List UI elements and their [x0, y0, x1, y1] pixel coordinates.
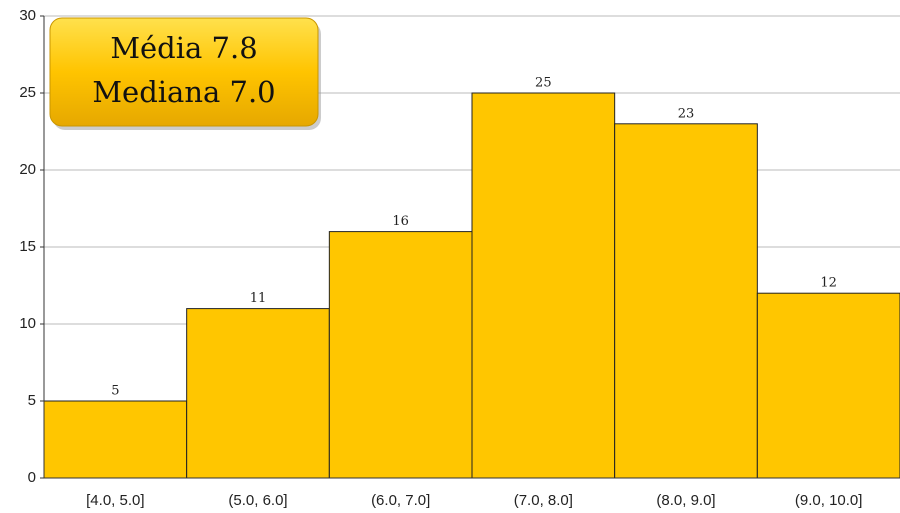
bar — [756, 292, 900, 479]
value-label: 25 — [535, 76, 552, 91]
y-tick-label: 15 — [19, 238, 36, 255]
value-label: 16 — [392, 214, 409, 229]
annotation-text: Média 7.8 — [110, 31, 257, 65]
bar — [614, 123, 758, 479]
value-label: 12 — [820, 276, 837, 291]
annotation-background — [49, 17, 319, 127]
x-tick-label: (6.0, 7.0] — [371, 492, 430, 509]
annotation-box: Média 7.8 Mediana 7.0 — [49, 17, 321, 130]
x-tick-label: (7.0, 8.0] — [514, 492, 573, 509]
bar — [43, 400, 188, 479]
value-label: 5 — [111, 384, 119, 399]
y-tick-label: 20 — [19, 161, 36, 178]
bar — [328, 231, 473, 479]
x-tick-label: (8.0, 9.0] — [656, 492, 715, 509]
y-tick-label: 30 — [19, 7, 36, 24]
bar — [186, 308, 330, 479]
x-tick-label: [4.0, 5.0] — [86, 492, 144, 509]
y-tick-label: 25 — [19, 84, 36, 101]
value-label: 23 — [678, 106, 695, 121]
x-tick-label: (5.0, 6.0] — [228, 492, 287, 509]
y-tick-label: 5 — [28, 392, 36, 409]
bar — [471, 92, 616, 479]
annotation-text: Mediana 7.0 — [92, 75, 275, 109]
value-label: 11 — [250, 291, 267, 306]
y-tick-label: 0 — [28, 469, 36, 486]
x-tick-label: (9.0, 10.0] — [795, 492, 863, 509]
y-tick-label: 10 — [19, 315, 36, 332]
